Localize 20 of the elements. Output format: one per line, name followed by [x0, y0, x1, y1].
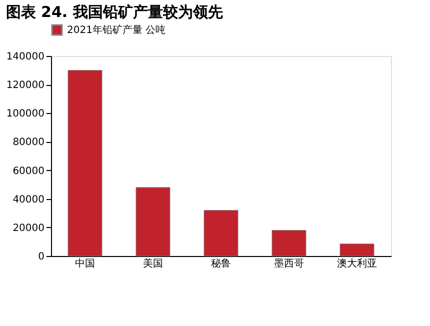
- y-tick-label: 100000: [6, 108, 44, 120]
- y-tick-label: 0: [38, 252, 44, 262]
- chart-title: 图表 24. 我国铅矿产量较为领先: [6, 3, 223, 21]
- legend-label: 2021年铅矿产量 公吨: [67, 24, 166, 36]
- x-tick-label: 秘鲁: [211, 258, 231, 270]
- bar: [136, 187, 170, 256]
- x-tick-label: 中国: [75, 258, 95, 270]
- bar: [204, 210, 238, 256]
- y-tick-label: 60000: [12, 166, 44, 177]
- y-tick-label: 80000: [12, 137, 44, 148]
- y-tick-label: 20000: [12, 222, 44, 234]
- bar: [68, 70, 102, 256]
- y-tick-label: 140000: [6, 52, 44, 62]
- x-tick-label: 墨西哥: [274, 258, 304, 270]
- bar: [340, 244, 374, 256]
- bar: [272, 230, 306, 256]
- x-tick-label: 美国: [143, 258, 163, 270]
- y-tick-label: 40000: [12, 194, 44, 206]
- x-tick-label: 澳大利亚: [337, 258, 377, 270]
- y-tick-label: 120000: [6, 80, 44, 92]
